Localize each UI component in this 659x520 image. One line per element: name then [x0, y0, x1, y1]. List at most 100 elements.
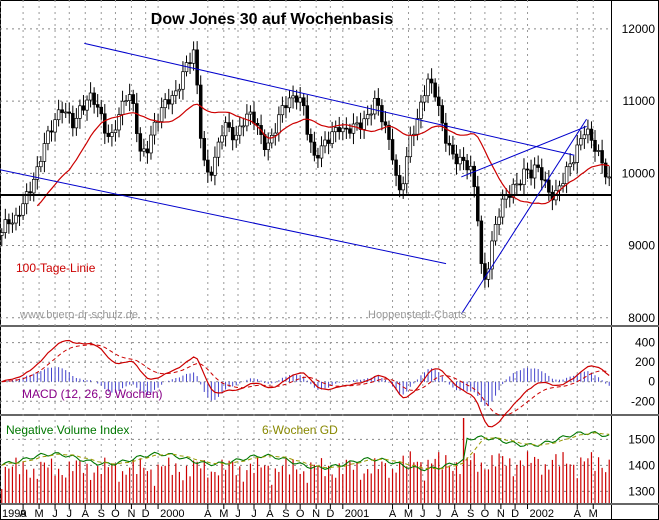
candle-body — [596, 150, 601, 152]
volume-y-tick-label: 1400 — [628, 458, 655, 472]
candle-body — [301, 97, 306, 107]
candle-body — [10, 222, 15, 225]
x-tick-label: M — [34, 508, 43, 520]
candle-body — [188, 62, 192, 64]
candle-body — [106, 132, 111, 137]
candle-body — [223, 122, 228, 137]
candle-body — [603, 162, 608, 178]
candle-body — [323, 139, 327, 147]
x-tick-label: J — [251, 508, 257, 520]
candle-body — [408, 134, 413, 158]
candle-body — [454, 153, 459, 165]
trend-channel-line — [461, 125, 587, 178]
x-tick-label: O — [296, 508, 305, 520]
candle-body — [298, 97, 302, 103]
volume-y-tick-label: 1300 — [628, 484, 655, 498]
candle-body — [74, 117, 79, 129]
candle-body — [67, 111, 72, 114]
candle-body — [589, 128, 594, 141]
candle-body — [522, 168, 526, 185]
x-tick-label: J — [235, 508, 241, 520]
nvi-average-legend-label: 6-Wochen GD — [262, 423, 338, 437]
candle-body — [252, 111, 256, 124]
candle-body — [248, 111, 253, 115]
nvi-line — [1, 431, 610, 472]
moving-average-line — [36, 103, 610, 207]
trend-channel-line — [84, 42, 575, 156]
candle-body — [124, 100, 128, 102]
candle-body — [429, 78, 434, 84]
candle-body — [451, 144, 455, 155]
candle-body — [174, 90, 178, 96]
macd-y-tick-label: 0 — [648, 375, 655, 389]
x-tick-label: A — [574, 508, 582, 520]
candle-body — [383, 121, 388, 126]
candle-body — [426, 78, 430, 97]
candle-body — [440, 105, 445, 124]
watermark-right: Hoppenstedt-Charts — [368, 309, 467, 321]
candle-body — [497, 216, 501, 225]
candle-body — [42, 143, 47, 162]
candle-body — [241, 125, 246, 128]
candle-body — [284, 105, 288, 109]
candle-body — [206, 159, 210, 173]
candle-body — [415, 118, 420, 135]
x-tick-label: 2000 — [160, 508, 184, 520]
x-tick-label: A — [266, 508, 274, 520]
candle-body — [600, 150, 604, 164]
candle-body — [198, 84, 203, 139]
x-tick-label: S — [98, 508, 105, 520]
candle-body — [490, 240, 494, 270]
x-tick-label: S — [282, 508, 289, 520]
x-tick-label: A — [451, 508, 459, 520]
candle-body — [71, 112, 75, 129]
candle-body — [351, 123, 356, 134]
candle-body — [81, 105, 86, 111]
candle-body — [312, 141, 317, 156]
price-y-tick-label: 8000 — [628, 311, 655, 325]
price-y-tick-label: 9000 — [628, 239, 655, 253]
candle-body — [138, 133, 143, 152]
macd-line — [1, 339, 610, 428]
macd-y-tick-label: -200 — [631, 394, 655, 408]
x-tick-label: 2002 — [530, 508, 554, 520]
x-tick-label: 2001 — [345, 508, 369, 520]
candle-body — [518, 183, 523, 186]
candle-body — [78, 105, 82, 119]
candle-body — [309, 133, 313, 143]
price-y-tick-label: 11000 — [623, 94, 656, 108]
watermark-left: www.buero-dr-schulz.de — [19, 309, 138, 321]
candle-body — [433, 82, 437, 98]
candle-body — [568, 163, 572, 168]
x-tick-label: M — [404, 508, 413, 520]
candle-body — [561, 183, 565, 187]
candle-body — [355, 122, 359, 125]
candle-body — [333, 127, 338, 133]
candle-body — [234, 134, 238, 141]
candle-body — [163, 99, 167, 109]
candle-body — [344, 127, 349, 130]
trend-channel-line — [0, 169, 447, 265]
candle-body — [88, 92, 93, 101]
candle-body — [536, 164, 540, 168]
candle-body — [28, 191, 32, 194]
x-tick-label: N — [497, 508, 505, 520]
candle-body — [213, 156, 217, 176]
x-tick-label: A — [82, 508, 90, 520]
candle-body — [373, 97, 377, 115]
candle-body — [24, 191, 29, 205]
candle-body — [85, 99, 89, 111]
candle-body — [458, 156, 462, 165]
candle-body — [202, 138, 207, 161]
candle-body — [291, 95, 295, 99]
candle-body — [238, 125, 242, 136]
candle-body — [273, 132, 278, 136]
candle-body — [500, 198, 505, 218]
x-tick-label: D — [142, 508, 150, 520]
candle-body — [3, 219, 8, 233]
candle-body — [110, 132, 114, 137]
candle-body — [145, 148, 150, 154]
candle-body — [579, 138, 583, 146]
candle-body — [95, 104, 100, 108]
